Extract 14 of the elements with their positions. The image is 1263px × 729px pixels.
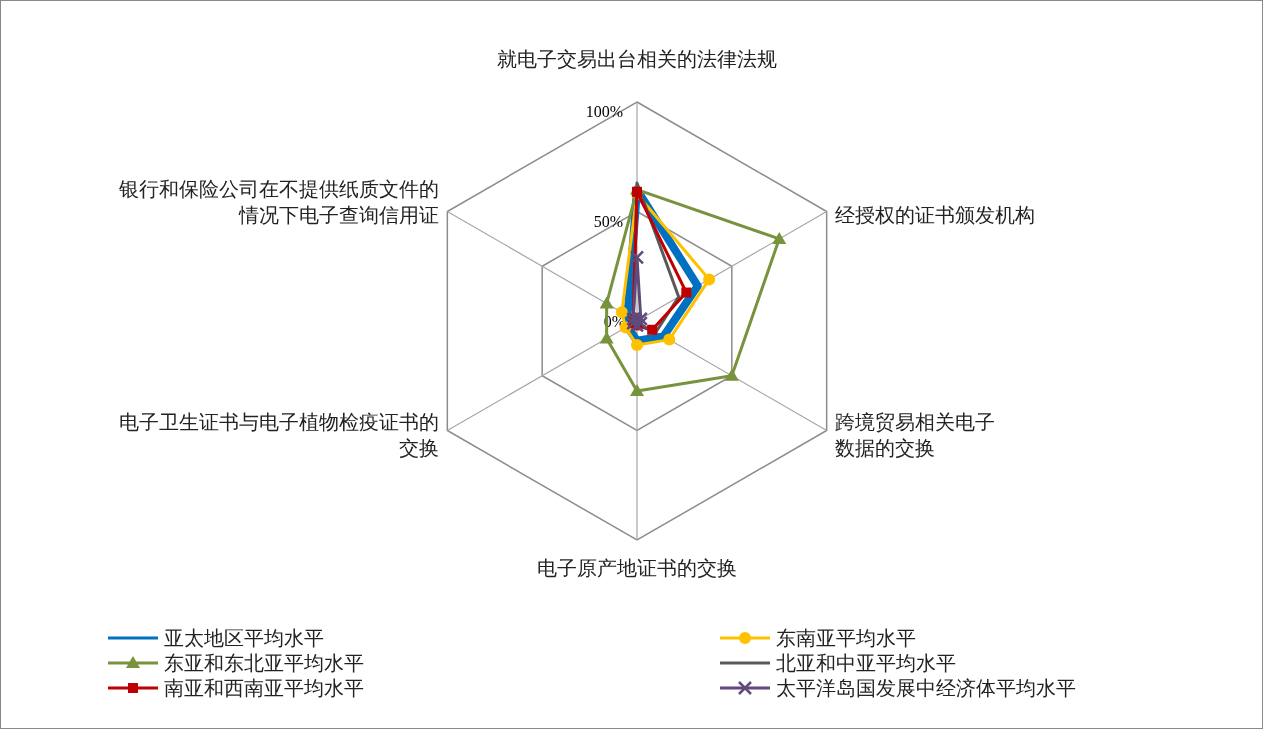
legend-label: 北亚和中亚平均水平: [776, 652, 956, 674]
legend-label: 东亚和东北亚平均水平: [164, 652, 364, 674]
spoke-label: 就电子交易出台相关的法律法规: [497, 47, 777, 72]
spoke-label: 银行和保险公司在不提供纸质文件的情况下电子查询信用证: [117, 176, 439, 228]
spoke-label: 经授权的证书颁发机构: [835, 202, 1036, 228]
y-tick-label: 100%: [585, 103, 623, 120]
spoke-label: 电子原产地证书的交换: [537, 556, 737, 581]
spoke-label: 电子卫生证书与电子植物检疫证书的交换: [117, 409, 439, 461]
legend-label: 太平洋岛国发展中经济体平均水平: [776, 677, 1076, 699]
legend-label: 亚太地区平均水平: [164, 627, 324, 649]
legend-label: 东南亚平均水平: [776, 627, 916, 649]
y-tick-label: 50%: [593, 212, 623, 230]
legend-label: 南亚和西南亚平均水平: [164, 677, 364, 699]
spoke-label: 跨境贸易相关电子数据的交换: [835, 409, 997, 461]
